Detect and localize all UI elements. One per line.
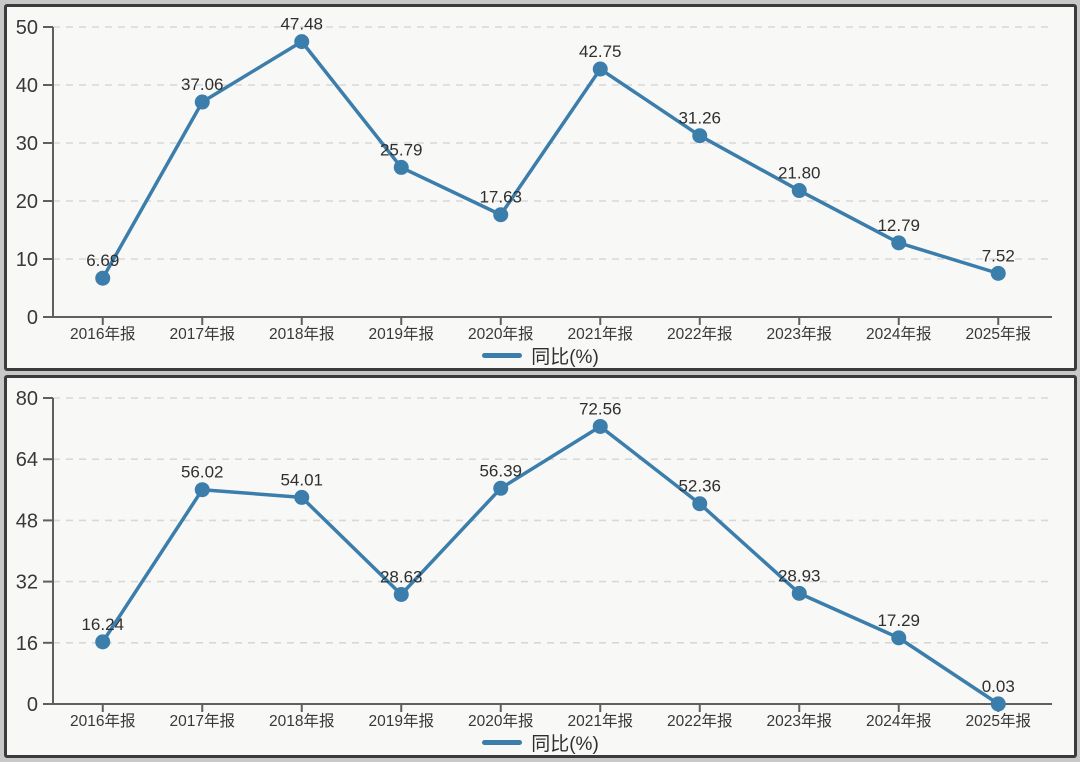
line-chart-top: 0 10 20 30 40 50 2016年报 2017年报 2018年报 2019年报 2020年…	[16, 15, 1052, 342]
data-point[interactable]	[692, 128, 708, 144]
y-tick-label: 64	[16, 449, 38, 471]
y-tick-label: 30	[16, 133, 38, 155]
y-tick-label: 0	[27, 307, 38, 329]
y-tick-label: 40	[16, 75, 38, 97]
y-tick-label: 80	[16, 388, 38, 410]
x-tick-label: 2024年报	[866, 325, 931, 342]
data-point-label: 6.69	[86, 251, 119, 270]
x-tick-label: 2018年报	[269, 325, 334, 342]
x-tick-label: 2017年报	[170, 712, 235, 729]
data-point[interactable]	[692, 496, 708, 512]
x-tick-label: 2020年报	[468, 325, 533, 342]
data-point-label: 52.36	[678, 477, 721, 496]
data-point[interactable]	[592, 61, 608, 77]
y-tick-label: 0	[27, 694, 38, 716]
x-tick-label: 2025年报	[966, 712, 1031, 729]
data-point[interactable]	[95, 634, 111, 650]
legend-bottom[interactable]: 同比(%)	[7, 729, 1074, 755]
x-tick-label: 2019年报	[369, 325, 434, 342]
data-point[interactable]	[493, 207, 509, 223]
legend-line-swatch	[482, 739, 523, 745]
data-point-label: 72.56	[579, 399, 622, 418]
data-point[interactable]	[194, 482, 210, 498]
data-point[interactable]	[294, 34, 310, 50]
data-point-label: 28.93	[778, 566, 821, 585]
data-point-label: 28.63	[380, 567, 423, 586]
data-point-label: 17.29	[877, 611, 920, 630]
data-point[interactable]	[891, 630, 907, 646]
data-point[interactable]	[95, 270, 111, 286]
y-tick-label: 10	[16, 249, 38, 271]
data-point-label: 54.01	[280, 470, 323, 489]
x-tick-label: 2019年报	[369, 712, 434, 729]
data-point-label: 12.79	[877, 216, 920, 235]
series-line	[101, 39, 1000, 280]
x-tick-label: 2016年报	[70, 712, 135, 729]
y-tick-label: 32	[16, 572, 38, 594]
legend-label: 同比(%)	[531, 733, 599, 755]
y-tick-label: 20	[16, 191, 38, 213]
legend-top[interactable]: 同比(%)	[7, 342, 1074, 368]
x-tick-label: 2023年报	[767, 712, 832, 729]
data-point-label: 7.52	[982, 246, 1015, 265]
data-point-label: 37.06	[181, 75, 224, 94]
data-point[interactable]	[791, 183, 807, 199]
x-tick-label: 2025年报	[966, 325, 1031, 342]
data-point[interactable]	[194, 94, 210, 110]
data-point-label: 47.48	[280, 15, 323, 34]
data-point[interactable]	[990, 696, 1006, 712]
y-tick-label: 48	[16, 510, 38, 532]
x-tick-label: 2017年报	[170, 325, 235, 342]
x-tick-label: 2018年报	[269, 712, 334, 729]
x-tick-label: 2022年报	[667, 325, 732, 342]
legend-line-swatch	[482, 352, 523, 358]
data-point-label: 42.75	[579, 42, 622, 61]
data-point-label: 0.03	[982, 677, 1015, 696]
data-point[interactable]	[592, 418, 608, 434]
data-point[interactable]	[891, 235, 907, 251]
legend-label: 同比(%)	[531, 346, 599, 368]
series-line	[101, 424, 1000, 706]
x-tick-label: 2024年报	[866, 712, 931, 729]
x-tick-label: 2016年报	[70, 325, 135, 342]
data-point[interactable]	[393, 586, 409, 602]
data-point-label: 56.02	[181, 463, 224, 482]
chart-panel-bottom: 0 16 32 48 64 80 2016年报 2017年报 2018年报 2019年报 2020年…	[4, 375, 1077, 758]
data-point-label: 21.80	[778, 164, 821, 183]
y-tick-label: 16	[16, 633, 38, 655]
data-point[interactable]	[493, 480, 509, 496]
x-tick-label: 2020年报	[468, 712, 533, 729]
data-point[interactable]	[294, 489, 310, 505]
data-point[interactable]	[791, 585, 807, 601]
data-point-label: 31.26	[678, 109, 721, 128]
x-tick-label: 2022年报	[667, 712, 732, 729]
data-point-label: 16.24	[81, 615, 124, 634]
data-point-label: 56.39	[479, 461, 522, 480]
line-chart-bottom: 0 16 32 48 64 80 2016年报 2017年报 2018年报 2019年报 2020年…	[16, 388, 1052, 729]
x-tick-label: 2021年报	[568, 712, 633, 729]
chart-panel-top: 0 10 20 30 40 50 2016年报 2017年报 2018年报 2019年报 2020年…	[4, 4, 1077, 371]
data-point[interactable]	[393, 159, 409, 175]
data-point-label: 25.79	[380, 140, 423, 159]
data-point[interactable]	[990, 265, 1006, 281]
x-tick-label: 2021年报	[568, 325, 633, 342]
x-tick-label: 2023年报	[767, 325, 832, 342]
data-point-label: 17.63	[479, 188, 522, 207]
y-tick-label: 50	[16, 17, 38, 39]
